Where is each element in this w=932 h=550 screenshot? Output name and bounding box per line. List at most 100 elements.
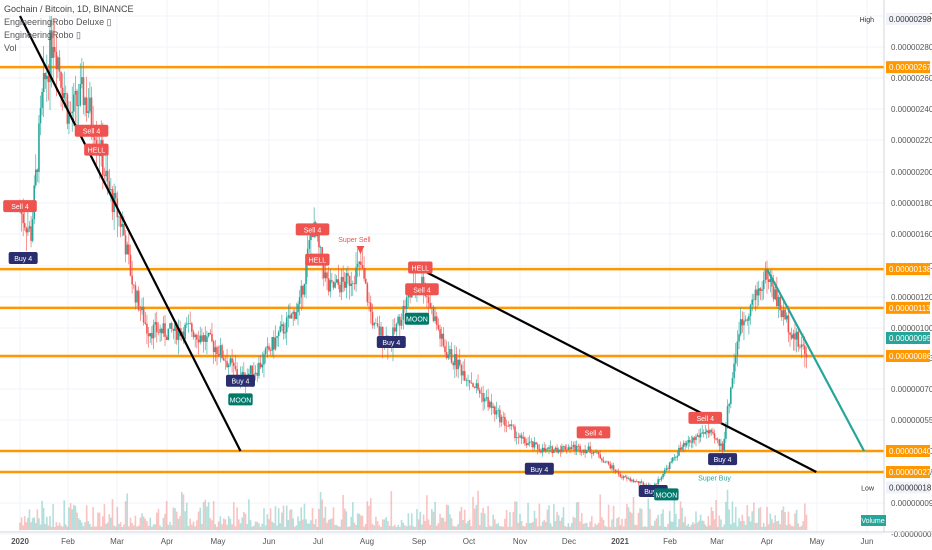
candle-body bbox=[500, 416, 503, 423]
candle-body bbox=[535, 442, 537, 445]
volume-bar bbox=[376, 521, 379, 530]
volume-bar bbox=[772, 522, 775, 530]
candle-body bbox=[454, 354, 456, 366]
volume-bar bbox=[536, 526, 539, 530]
candle-body bbox=[482, 393, 484, 402]
candle-body bbox=[345, 273, 348, 288]
volume-bar bbox=[540, 526, 542, 530]
volume-bar bbox=[360, 515, 362, 530]
volume-bar bbox=[395, 526, 398, 530]
candle-body bbox=[460, 365, 463, 376]
volume-bar bbox=[509, 511, 511, 530]
volume-bar bbox=[705, 526, 708, 530]
volume-bar bbox=[19, 522, 21, 530]
candle-body bbox=[124, 235, 127, 255]
volume-bar bbox=[720, 519, 722, 530]
volume-bar bbox=[165, 501, 168, 530]
volume-bar bbox=[400, 519, 403, 530]
volume-bar bbox=[141, 513, 143, 530]
volume-bar bbox=[231, 524, 233, 530]
volume-bar bbox=[332, 507, 335, 530]
volume-bar bbox=[103, 504, 106, 530]
candle-body bbox=[197, 339, 200, 343]
candle-body bbox=[81, 77, 83, 85]
volume-bar bbox=[601, 517, 603, 530]
candle-body bbox=[397, 316, 399, 324]
volume-bar bbox=[621, 518, 623, 530]
price-label-value: 0.00000086 bbox=[889, 352, 932, 361]
volume-bar bbox=[248, 499, 250, 530]
volume-bar bbox=[475, 504, 478, 530]
candle-body bbox=[716, 439, 719, 441]
volume-bar bbox=[249, 520, 252, 530]
candle-body bbox=[269, 350, 272, 351]
candle-body bbox=[452, 362, 455, 366]
candle-body bbox=[693, 437, 696, 440]
volume-bar bbox=[97, 512, 99, 530]
volume-bar bbox=[759, 507, 762, 530]
candle-body bbox=[766, 269, 768, 280]
volume-bar bbox=[169, 521, 171, 530]
volume-bar bbox=[405, 526, 408, 530]
candle-body bbox=[673, 457, 676, 459]
volume-bar bbox=[201, 523, 203, 530]
candle-body bbox=[431, 307, 433, 308]
volume-bar bbox=[574, 517, 576, 530]
candle-body bbox=[532, 441, 534, 448]
volume-label: Volume bbox=[861, 518, 884, 525]
volume-bar bbox=[52, 504, 54, 530]
volume-bar bbox=[216, 526, 218, 530]
volume-bar bbox=[663, 526, 666, 530]
volume-bar bbox=[532, 522, 534, 530]
extreme-label: Low bbox=[861, 486, 875, 493]
volume-bar bbox=[402, 522, 405, 530]
volume-bar bbox=[741, 514, 744, 530]
candle-body bbox=[787, 315, 790, 333]
volume-bar bbox=[292, 518, 294, 530]
candle-body bbox=[749, 304, 752, 316]
volume-bar bbox=[483, 513, 486, 530]
volume-bar bbox=[749, 521, 752, 530]
volume-bar bbox=[142, 516, 145, 530]
candle-body bbox=[519, 435, 521, 438]
candle-body bbox=[744, 319, 747, 321]
volume-bar bbox=[324, 506, 327, 530]
candle-body bbox=[710, 430, 713, 432]
candle-body bbox=[802, 344, 804, 346]
volume-bar bbox=[642, 526, 645, 530]
candle-body bbox=[305, 261, 307, 284]
candle-body bbox=[569, 447, 571, 450]
candle-body bbox=[640, 481, 643, 483]
volume-bar bbox=[467, 521, 469, 530]
candle-body bbox=[342, 277, 344, 282]
candle-body bbox=[332, 281, 335, 288]
volume-bar bbox=[146, 521, 148, 530]
volume-bar bbox=[106, 522, 109, 530]
volume-bar bbox=[189, 518, 191, 530]
candle-body bbox=[251, 365, 254, 378]
candle-body bbox=[132, 284, 135, 286]
candle-body bbox=[442, 333, 445, 347]
volume-bar bbox=[239, 523, 242, 530]
volume-bar bbox=[375, 516, 377, 530]
candle-body bbox=[212, 341, 215, 353]
volume-bar bbox=[554, 520, 557, 530]
candle-body bbox=[655, 483, 658, 485]
candle-body bbox=[165, 336, 168, 340]
candle-body bbox=[182, 331, 185, 340]
volume-bar bbox=[353, 522, 356, 530]
candle-body bbox=[632, 479, 635, 482]
volume-bar bbox=[462, 520, 464, 530]
volume-bar bbox=[698, 520, 700, 530]
volume-bar bbox=[378, 525, 381, 530]
volume-bar bbox=[388, 525, 391, 530]
volume-bar bbox=[434, 501, 436, 530]
candle-body bbox=[444, 346, 446, 353]
candle-body bbox=[530, 441, 533, 443]
candle-body bbox=[574, 444, 576, 451]
volume-bar bbox=[380, 526, 382, 530]
signal-badge bbox=[576, 426, 611, 439]
candle-body bbox=[259, 362, 262, 368]
candle-body bbox=[395, 323, 398, 332]
